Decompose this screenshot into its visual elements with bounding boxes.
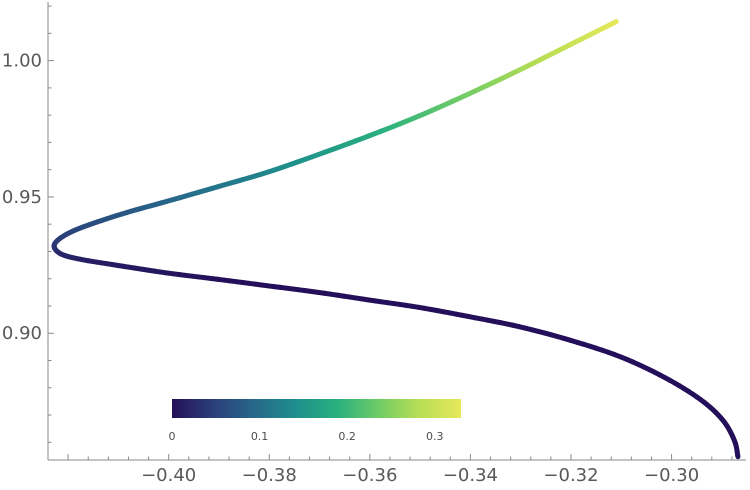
y-tick-label: 0.90 <box>2 323 42 344</box>
series-curve <box>51 19 741 460</box>
x-tick-label: −0.36 <box>342 465 397 486</box>
colorbar-tick-label: 0.3 <box>426 430 444 443</box>
x-tick-label: −0.32 <box>543 465 598 486</box>
y-tick-label: 0.95 <box>2 187 42 208</box>
colorbar-legend: 0 0.1 0.2 0.3 <box>169 399 461 443</box>
x-tick-label: −0.38 <box>242 465 297 486</box>
colorbar-tick-label: 0 <box>169 430 176 443</box>
colorbar-tick-label: 0.2 <box>338 430 356 443</box>
y-tick-label: 1.00 <box>2 51 42 72</box>
x-tick-label: −0.40 <box>141 465 196 486</box>
colorbar-gradient <box>172 399 461 418</box>
curve-segment <box>610 19 619 26</box>
colorbar-tick-label: 0.1 <box>251 430 269 443</box>
x-tick-label: −0.30 <box>644 465 699 486</box>
axes: −0.40 −0.38 −0.36 −0.34 −0.32 −0.30 0.90 0.95 1.… <box>2 2 746 486</box>
x-tick-label: −0.34 <box>443 465 498 486</box>
